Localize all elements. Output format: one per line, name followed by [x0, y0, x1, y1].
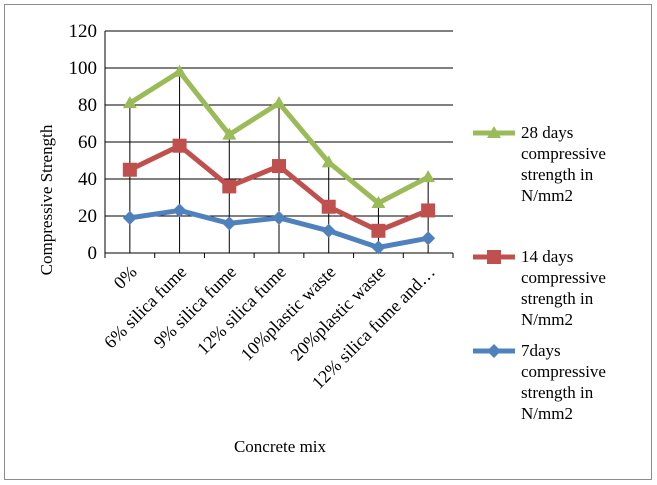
data-point	[122, 162, 137, 177]
data-point	[222, 179, 237, 194]
x-axis-title: Concrete mix	[234, 437, 327, 456]
data-point	[321, 155, 336, 168]
data-point	[421, 231, 436, 246]
series-diamond	[122, 203, 436, 255]
y-tick-label: 40	[78, 169, 97, 190]
legend-swatch-marker	[487, 126, 501, 138]
y-axis-title: Compressive Strength	[37, 124, 56, 275]
data-point	[371, 240, 386, 255]
data-point	[172, 138, 187, 153]
legend-entry: 14 days compressive strength in N/mm2	[473, 247, 606, 329]
data-point	[321, 223, 336, 238]
legend-swatch-marker	[487, 344, 501, 358]
y-axis-ticks: 0 20 40 60 80 100 120	[69, 21, 98, 264]
data-point	[272, 159, 286, 174]
y-tick-label: 100	[69, 58, 98, 79]
data-point	[172, 203, 187, 218]
series-square	[122, 138, 436, 238]
legend-label: strength in	[521, 289, 594, 308]
legend-label: strength in	[521, 383, 594, 402]
legend-swatch-marker	[487, 250, 501, 264]
series-layer	[122, 64, 436, 255]
data-point	[321, 199, 336, 214]
legend-label: N/mm2	[521, 186, 573, 205]
legend-label: N/mm2	[521, 310, 573, 329]
legend-label: compressive	[521, 362, 606, 381]
y-tick-label: 20	[78, 206, 97, 227]
data-point	[421, 170, 436, 183]
axes	[104, 31, 454, 258]
data-point	[122, 210, 137, 225]
data-point	[421, 203, 436, 218]
y-tick-label: 80	[78, 95, 97, 116]
data-point	[172, 64, 187, 77]
data-point	[122, 96, 137, 109]
legend-entry: 28 days compressive strength in N/mm2	[473, 123, 606, 205]
x-tick-label: 0%	[110, 262, 141, 293]
legend-label: strength in	[521, 165, 594, 184]
y-tick-label: 60	[78, 132, 97, 153]
data-point	[222, 216, 237, 231]
legend-label: 7days	[521, 341, 561, 360]
y-tick-label: 120	[69, 21, 98, 42]
data-point	[272, 210, 286, 225]
series-triangle	[122, 64, 436, 209]
legend-label: 28 days	[521, 123, 573, 142]
data-point	[272, 96, 286, 109]
legend-label: compressive	[521, 144, 606, 163]
chart-frame	[4, 4, 652, 480]
gridlines	[105, 30, 453, 217]
data-point	[371, 196, 386, 209]
legend-label: N/mm2	[521, 404, 573, 423]
legend-label: 14 days	[521, 247, 573, 266]
y-tick-label: 0	[88, 243, 98, 264]
legend-label: compressive	[521, 268, 606, 287]
data-point	[222, 127, 237, 140]
x-tick-label: 12% silica fume	[193, 262, 290, 359]
legend-entry: 7days compressive strength in N/mm2	[473, 341, 606, 423]
data-point	[371, 223, 386, 238]
